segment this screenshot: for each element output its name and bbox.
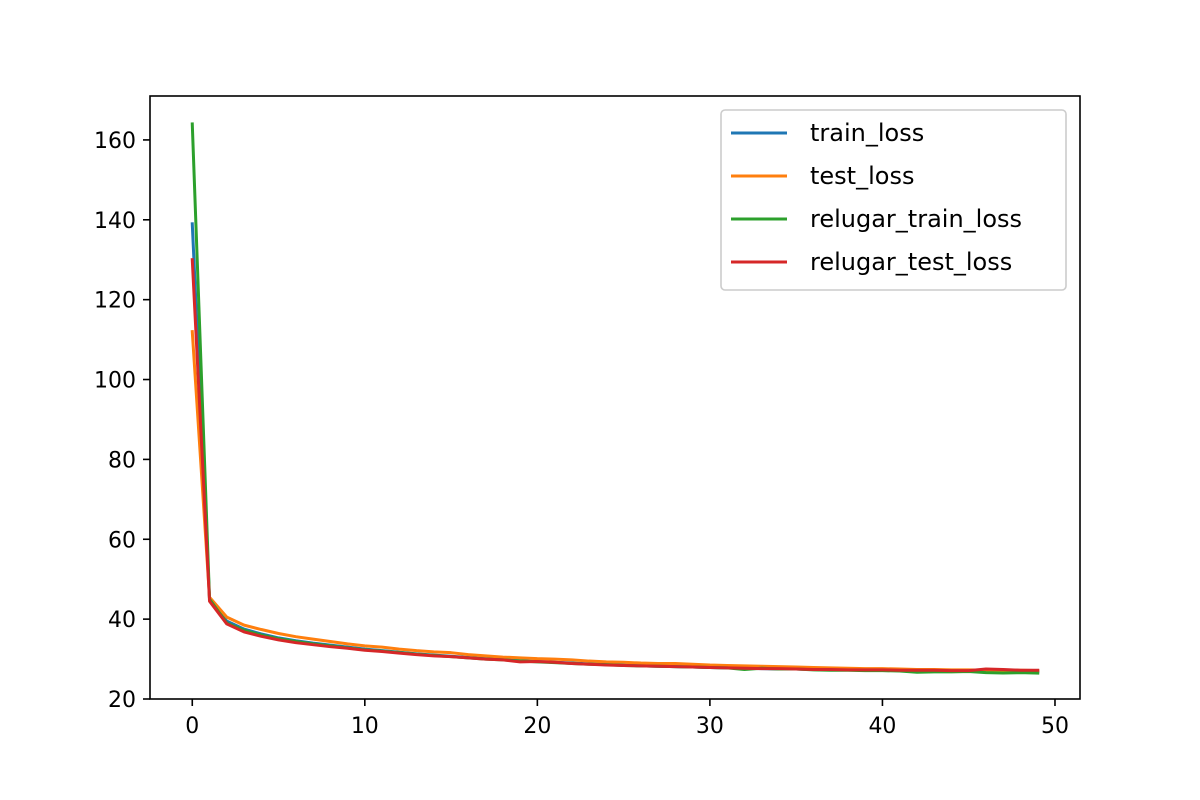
legend-label-test-loss: test_loss xyxy=(810,162,914,190)
y-tick-label: 100 xyxy=(94,369,136,394)
x-tick-label: 30 xyxy=(696,714,724,739)
y-tick-label: 80 xyxy=(108,448,136,473)
x-tick-label: 40 xyxy=(868,714,896,739)
x-tick-label: 10 xyxy=(351,714,379,739)
x-tick-label: 0 xyxy=(185,714,199,739)
axes-layer: 0 10 20 30 40 50 20 40 60 80 100 120 140 160 xyxy=(94,95,1081,739)
y-tick-label: 120 xyxy=(94,289,136,314)
x-tick-label: 50 xyxy=(1041,714,1069,739)
y-tick-label: 40 xyxy=(108,608,136,633)
y-tick-label: 140 xyxy=(94,209,136,234)
y-tick-label: 60 xyxy=(108,528,136,553)
plot-frame xyxy=(149,95,1081,700)
x-tick-label: 20 xyxy=(523,714,551,739)
series-layer xyxy=(190,122,1040,675)
y-tick-label: 20 xyxy=(108,688,136,713)
legend-box xyxy=(720,109,1067,291)
y-tick-label: 160 xyxy=(94,129,136,154)
legend-label-relugar-train-loss: relugar_train_loss xyxy=(810,205,1022,233)
legend-label-train-loss: train_loss xyxy=(810,119,924,147)
legend-label-relugar-test-loss: relugar_test_loss xyxy=(810,248,1012,276)
legend: train_loss test_loss relugar_train_lossrel… xyxy=(720,109,1067,291)
series-line-relugar-test-loss xyxy=(190,258,1040,673)
